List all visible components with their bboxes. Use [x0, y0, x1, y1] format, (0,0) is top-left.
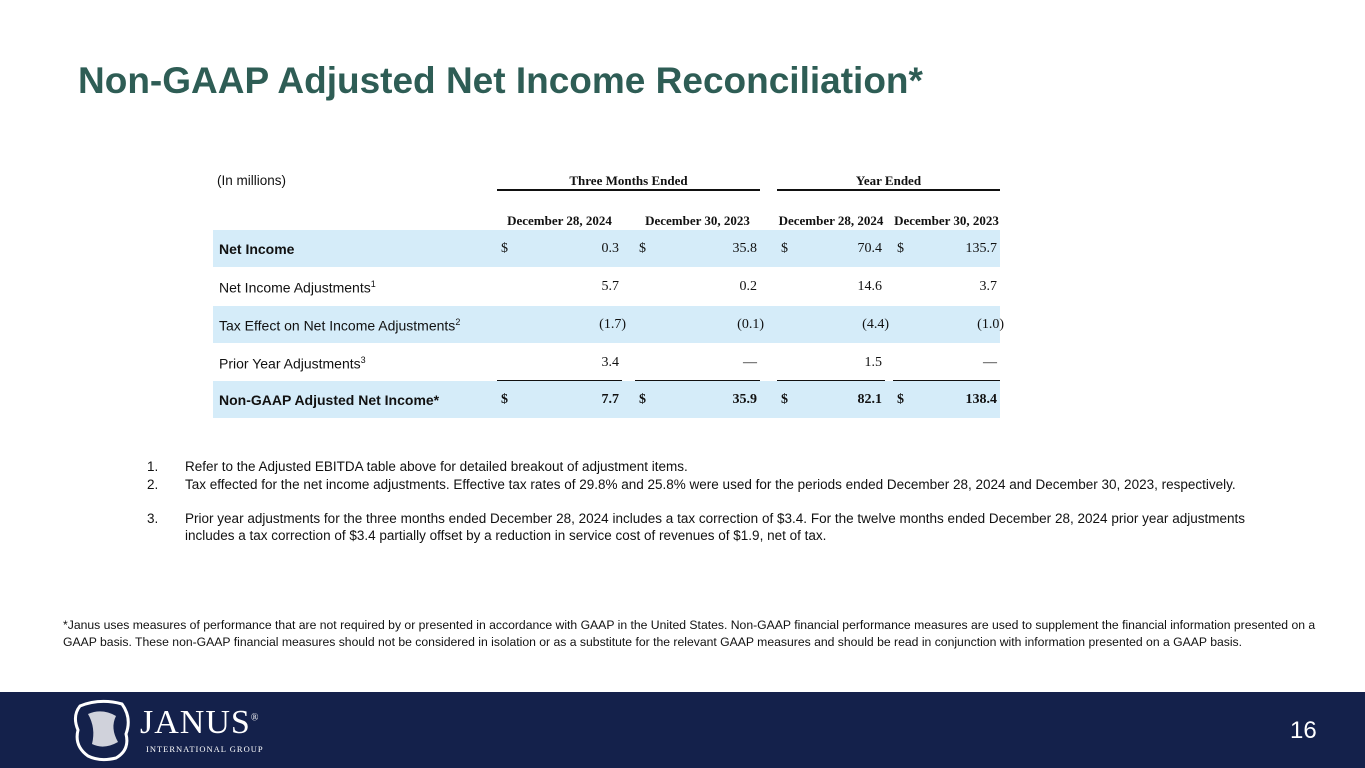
cell-value: 3.4	[601, 355, 620, 370]
cell-value: (1.7)	[599, 317, 626, 332]
row-label-text: Net Income	[219, 241, 295, 257]
row-note: 1	[370, 279, 376, 289]
footnote-marker: 1.	[147, 459, 159, 474]
group-header: Year Ended	[855, 173, 922, 188]
cell-value: 35.9	[732, 392, 758, 407]
row-label: Non-GAAP Adjusted Net Income*	[219, 392, 439, 408]
cell-value: (1.0)	[977, 317, 1004, 332]
column-header-cell: December 30, 2023	[893, 194, 1000, 228]
cell-value: 14.6	[857, 279, 883, 294]
currency: $	[501, 241, 508, 256]
row-label: Tax Effect on Net Income Adjustments2	[219, 317, 460, 334]
column-header: December 28, 2024	[778, 213, 884, 228]
currency: $	[501, 392, 508, 407]
currency: $	[781, 241, 788, 256]
row-label-text: Prior Year Adjustments	[219, 355, 361, 372]
row-label: Prior Year Adjustments3	[219, 355, 366, 372]
currency: $	[639, 392, 646, 407]
row-label-text: Net Income Adjustments	[219, 279, 371, 296]
footnote-marker: 2.	[147, 477, 159, 492]
row-note: 3	[360, 355, 366, 365]
footnote-text: Prior year adjustments for the three mon…	[185, 511, 1245, 543]
rule	[497, 189, 760, 191]
logo-emblem	[73, 699, 130, 762]
column-header: December 28, 2024	[507, 213, 612, 228]
table: (In millions) Three Months Ended Year Ende…	[213, 173, 1004, 418]
column-header: December 30, 2023	[894, 213, 999, 228]
cell-value: 35.8	[732, 241, 758, 256]
row-label-text: Non-GAAP Adjusted Net Income*	[219, 392, 440, 408]
rule	[777, 380, 885, 382]
unit-label: (In millions)	[217, 173, 287, 188]
logo-trademark: ®	[250, 712, 260, 724]
row-band	[213, 230, 1000, 267]
cell-value: (4.4)	[862, 317, 889, 332]
cell-value: 138.4	[965, 392, 998, 407]
cell-value: 1.5	[864, 355, 883, 370]
rule	[777, 189, 1000, 191]
group-header: Three Months Ended	[569, 173, 688, 188]
cell-value: —	[983, 355, 997, 370]
row-band	[213, 306, 1000, 343]
cell-value: 82.1	[857, 392, 883, 407]
cell-value: —	[743, 355, 757, 370]
cell-value: 135.7	[965, 241, 998, 256]
rule	[893, 380, 1000, 382]
currency: $	[897, 241, 904, 256]
row-note: 2	[455, 317, 461, 327]
cell-value: 70.4	[857, 241, 883, 256]
footnote-text: Refer to the Adjusted EBITDA table above…	[185, 459, 688, 474]
row-label: Net Income Adjustments1	[219, 279, 376, 296]
row-label-text: Tax Effect on Net Income Adjustments	[219, 317, 456, 334]
cell-value: 0.2	[739, 279, 758, 294]
cell-value: 3.7	[979, 279, 998, 294]
disclaimer: *Janus uses measures of performance that…	[63, 618, 1316, 649]
column-header: December 30, 2023	[645, 213, 750, 228]
logo-name: JANUS	[140, 704, 251, 741]
currency: $	[781, 392, 788, 407]
footnote-text: Tax effected for the net income adjustme…	[185, 477, 1236, 492]
page-number: 16	[1290, 717, 1317, 744]
cell-value: (0.1)	[737, 317, 764, 332]
cell-value: 5.7	[601, 279, 620, 294]
cell-value: 0.3	[601, 241, 620, 256]
cell-value: 7.7	[601, 392, 620, 407]
column-header-cell: December 28, 2024	[777, 194, 885, 228]
rule	[497, 380, 622, 382]
row-label: Net Income	[219, 241, 294, 257]
column-header-cell: December 28, 2024	[497, 194, 622, 228]
currency: $	[639, 241, 646, 256]
logo-tagline: INTERNATIONAL GROUP	[146, 744, 264, 754]
rule	[635, 380, 760, 382]
column-header-cell: December 30, 2023	[635, 194, 760, 228]
currency: $	[897, 392, 904, 407]
footnote-marker: 3.	[147, 511, 159, 526]
row-band	[213, 381, 1000, 418]
footer: JANUS® INTERNATIONAL GROUP 16	[0, 692, 1365, 768]
slide-title: Non-GAAP Adjusted Net Income Reconciliat…	[78, 60, 923, 101]
logo-wordmark: JANUS®	[140, 704, 259, 742]
